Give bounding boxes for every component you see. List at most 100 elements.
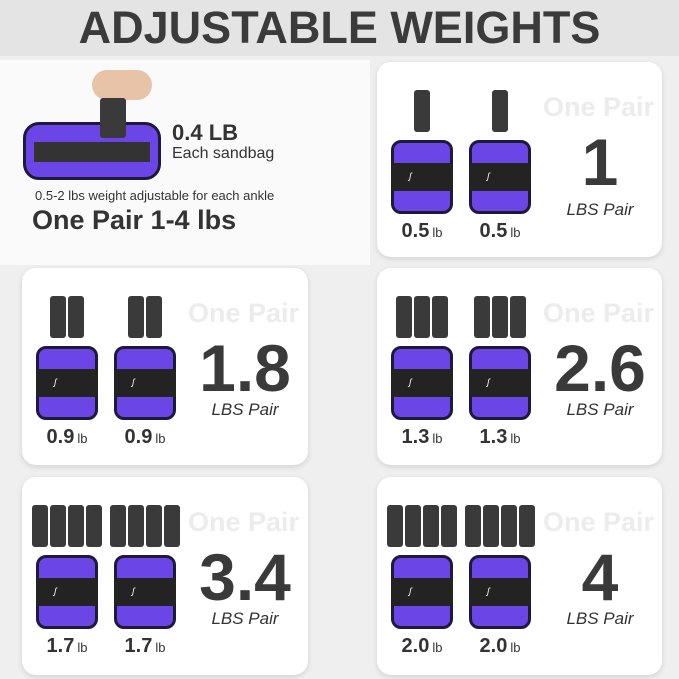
per-ankle-weight: 1.3 lb — [401, 426, 443, 448]
sandbag-icon — [146, 296, 162, 338]
sandbag-group — [387, 296, 457, 340]
hand-sandbag-image — [92, 70, 152, 100]
sandbag-caption: Each sandbag — [172, 145, 275, 162]
sandbag-icon — [50, 505, 66, 547]
sandbag-icon — [146, 505, 162, 547]
pair-total: 1 — [581, 125, 619, 199]
per-ankle-weight: 0.5 lb — [479, 220, 521, 242]
per-ankle-weight: 0.9 lb — [124, 426, 166, 448]
ankle-weight-icon: ʃ — [114, 555, 176, 629]
sandbag-weight: 0.4 LB — [172, 120, 239, 145]
sandbag-icon — [32, 505, 48, 547]
sandbag-icon — [474, 296, 490, 338]
title-banner: ADJUSTABLE WEIGHTS — [0, 0, 679, 56]
sandbag-group — [387, 505, 457, 549]
pair-total: 2.6 — [554, 331, 646, 405]
sandbag-group — [387, 90, 457, 134]
ankle-weight-icon: ʃ — [469, 140, 531, 214]
ankle-weight: ʃ 1.3 lb — [465, 296, 535, 449]
pair-total-unit: LBS Pair — [211, 400, 279, 419]
sandbag-icon — [100, 98, 126, 138]
brand-logo-icon: ʃ — [54, 586, 57, 596]
pair-total-unit: LBS Pair — [211, 609, 279, 628]
sandbag-group — [465, 90, 535, 134]
sandbag-icon — [465, 505, 481, 547]
ankle-weight: ʃ 1.7 lb — [110, 505, 180, 658]
sandbag-icon — [432, 296, 448, 338]
sandbag-group — [32, 505, 102, 549]
one-pair-label: One Pair — [543, 507, 655, 537]
ankle-weight-icon: ʃ — [469, 555, 531, 629]
brand-logo-icon: ʃ — [409, 586, 412, 596]
pair-total-unit: LBS Pair — [566, 609, 634, 628]
adjustable-note: 0.5-2 lbs weight adjustable for each ank… — [35, 188, 275, 203]
sandbag-icon — [50, 296, 66, 338]
sandbag-group — [465, 505, 535, 549]
sandbag-icon — [128, 505, 144, 547]
page-title: ADJUSTABLE WEIGHTS — [78, 2, 601, 53]
weight-card: ʃ 2.0 lb ʃ 2.0 lb One Pair 4 LBS Pair — [377, 477, 662, 675]
ankle-weight: ʃ 0.9 lb — [32, 296, 102, 449]
ankle-weight-icon: ʃ — [391, 346, 453, 420]
per-ankle-weight: 0.9 lb — [46, 426, 88, 448]
sandbag-icon — [501, 505, 517, 547]
one-pair-label: One Pair — [543, 298, 655, 328]
ankle-weight-icon: ʃ — [36, 346, 98, 420]
ankle-weight: ʃ 1.3 lb — [387, 296, 457, 449]
per-ankle-weight: 1.3 lb — [479, 426, 521, 448]
brand-logo-icon: ʃ — [487, 377, 490, 387]
pair-total-unit: LBS Pair — [566, 200, 634, 219]
pair-total: 3.4 — [199, 540, 291, 614]
sandbag-icon — [510, 296, 526, 338]
sandbag-icon — [68, 505, 84, 547]
per-ankle-weight: 2.0 lb — [479, 635, 521, 657]
sandbag-icon — [492, 296, 508, 338]
sandbag-icon — [414, 90, 430, 132]
sandbag-icon — [387, 505, 403, 547]
brand-logo-icon: ʃ — [54, 377, 57, 387]
brand-logo-icon: ʃ — [487, 171, 490, 181]
sandbag-group — [110, 505, 180, 549]
ankle-weight: ʃ 1.7 lb — [32, 505, 102, 658]
brand-logo-icon: ʃ — [487, 586, 490, 596]
open-ankle-weight-image — [23, 122, 161, 180]
per-ankle-weight: 0.5 lb — [401, 220, 443, 242]
ankle-weight: ʃ 0.5 lb — [387, 90, 457, 243]
ankle-weight-icon: ʃ — [114, 346, 176, 420]
one-pair-label: One Pair — [188, 507, 300, 537]
weight-range: One Pair 1-4 lbs — [32, 205, 237, 235]
sandbag-icon — [164, 505, 180, 547]
per-ankle-weight: 1.7 lb — [46, 635, 88, 657]
pair-total: 1.8 — [199, 331, 291, 405]
per-ankle-weight: 1.7 lb — [124, 635, 166, 657]
sandbag-icon — [441, 505, 457, 547]
brand-logo-icon: ʃ — [409, 171, 412, 181]
weight-card: ʃ 1.7 lb ʃ 1.7 lb One Pair 3.4 LBS Pair — [22, 477, 308, 675]
one-pair-label: One Pair — [188, 298, 300, 328]
pair-total-unit: LBS Pair — [566, 400, 634, 419]
ankle-weight-icon: ʃ — [469, 346, 531, 420]
ankle-weight-icon: ʃ — [391, 140, 453, 214]
sandbag-icon — [68, 296, 84, 338]
brand-logo-icon: ʃ — [132, 377, 135, 387]
sandbag-icon — [396, 296, 412, 338]
ankle-weight: ʃ 2.0 lb — [387, 505, 457, 658]
ankle-weight: ʃ 0.9 lb — [110, 296, 180, 449]
sandbag-group — [32, 296, 102, 340]
sandbag-icon — [423, 505, 439, 547]
brand-logo-icon: ʃ — [132, 586, 135, 596]
one-pair-label: One Pair — [543, 92, 655, 122]
sandbag-icon — [483, 505, 499, 547]
ankle-weight: ʃ 2.0 lb — [465, 505, 535, 658]
ankle-weight: ʃ 0.5 lb — [465, 90, 535, 243]
sandbag-icon — [414, 296, 430, 338]
sandbag-icon — [405, 505, 421, 547]
weight-card: ʃ 0.5 lb ʃ 0.5 lb One Pair 1 LBS Pair — [377, 62, 662, 257]
sandbag-icon — [128, 296, 144, 338]
weight-card: ʃ 0.9 lb ʃ 0.9 lb One Pair 1.8 LBS Pair — [22, 268, 308, 465]
per-ankle-weight: 2.0 lb — [401, 635, 443, 657]
sandbag-icon — [86, 505, 102, 547]
sandbag-group — [110, 296, 180, 340]
sandbag-icon — [492, 90, 508, 132]
ankle-weight-icon: ʃ — [36, 555, 98, 629]
